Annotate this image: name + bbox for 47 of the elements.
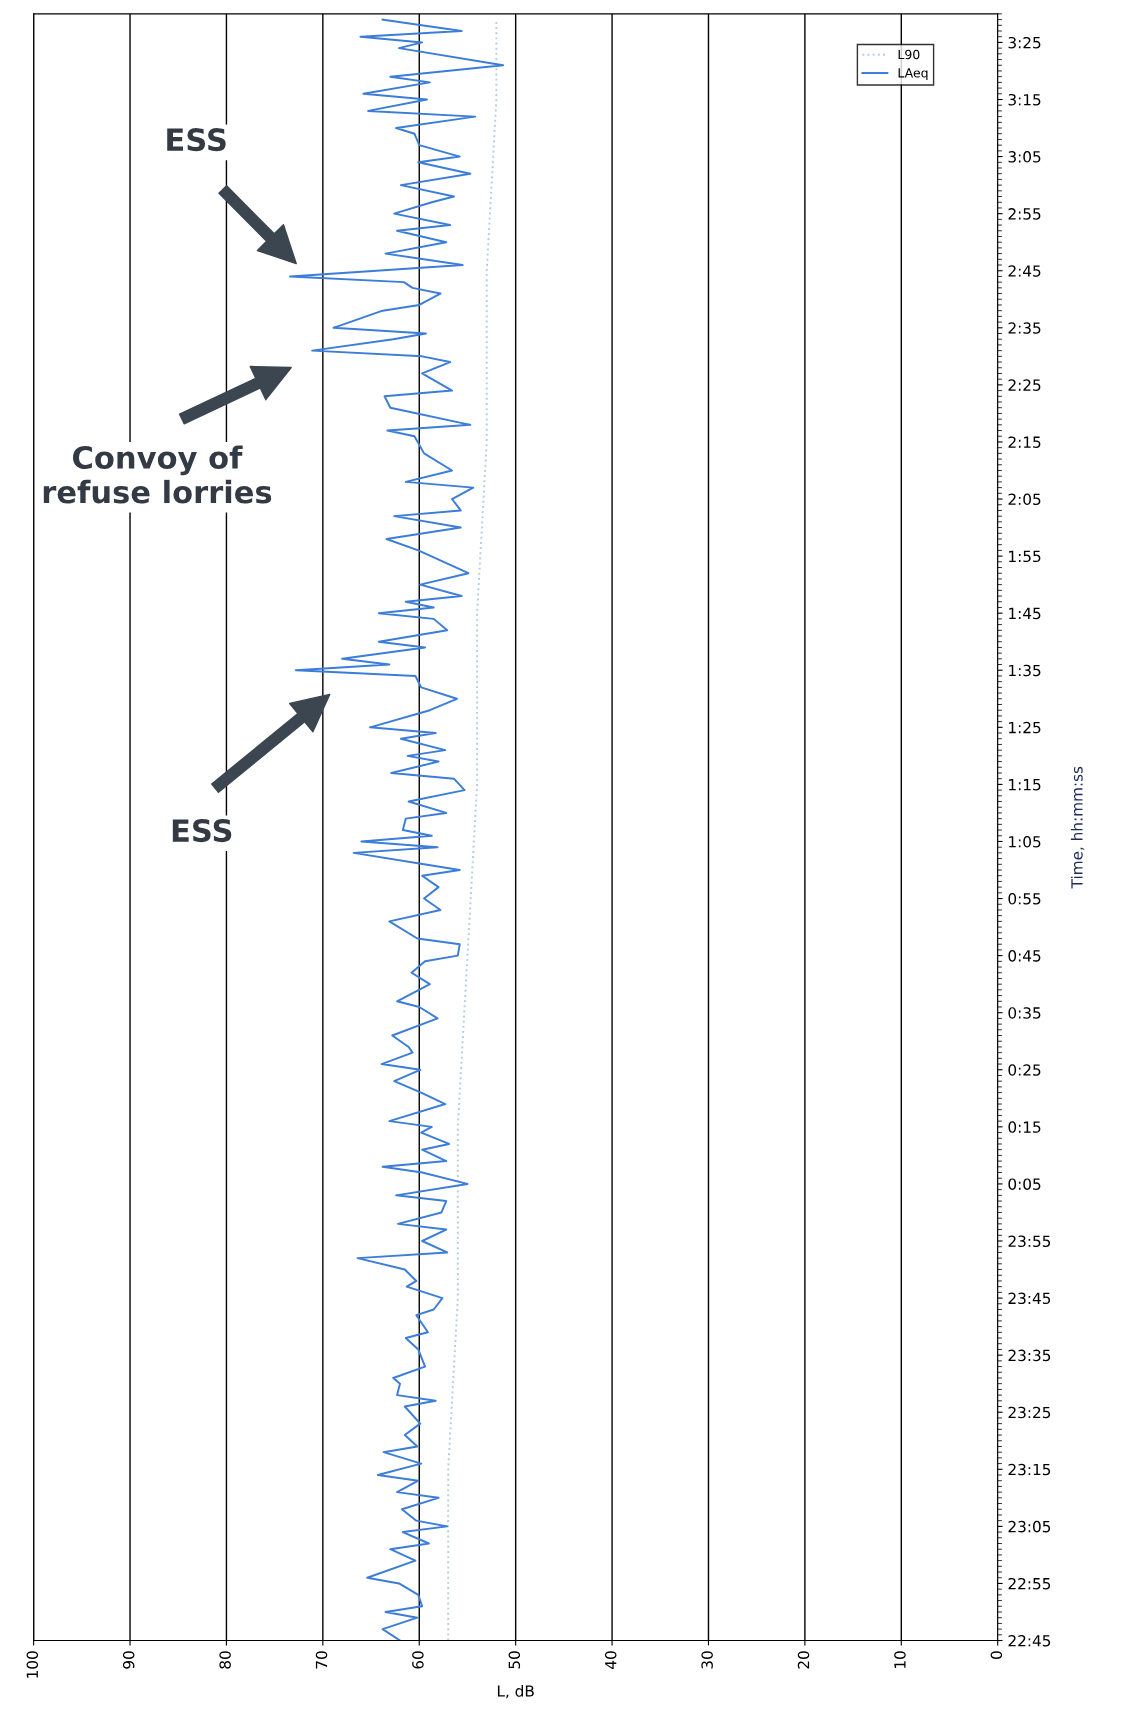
y-tick-label: 22:55 xyxy=(1008,1577,1051,1590)
x-tick-label: 40 xyxy=(604,1651,617,1669)
x-tick-label: 70 xyxy=(315,1651,328,1669)
y-tick-label: 1:35 xyxy=(1009,664,1041,677)
annotation: ESS xyxy=(167,128,226,152)
y-tick-label: 0:15 xyxy=(1008,1121,1041,1133)
y-tick-label: 0:25 xyxy=(1008,1064,1041,1076)
y-tick-label: 23:15 xyxy=(1008,1463,1051,1476)
y-tick-label: 3:25 xyxy=(1008,36,1041,49)
y-tick-label: 2:35 xyxy=(1008,322,1041,334)
annotation: Convoy of refuse lorries xyxy=(43,445,272,504)
y-tick-label: 3:15 xyxy=(1008,93,1041,106)
x-tick-label: 30 xyxy=(701,1651,713,1669)
y-tick-label: 23:05 xyxy=(1008,1520,1051,1533)
y-tick-label: 22:45 xyxy=(1008,1634,1051,1647)
y-tick-label: 1:45 xyxy=(1009,607,1041,620)
x-tick-label: 60 xyxy=(412,1651,424,1669)
y-tick-label: 1:55 xyxy=(1009,550,1041,563)
annotation: ESS xyxy=(172,819,232,843)
y-tick-label: 23:55 xyxy=(1008,1235,1051,1248)
y-tick-label: 1:05 xyxy=(1009,835,1041,848)
y-tick-label: 0:35 xyxy=(1008,1007,1041,1019)
y-tick-label: 23:45 xyxy=(1008,1292,1051,1305)
legend-label: LAeq xyxy=(898,68,928,80)
y-tick-label: 3:05 xyxy=(1008,151,1041,163)
x-tick-label: 10 xyxy=(894,1651,906,1669)
y-tick-label: 0:45 xyxy=(1008,950,1041,962)
y-tick-label: 2:15 xyxy=(1008,436,1041,448)
y-tick-label: 23:25 xyxy=(1008,1406,1051,1419)
y-tick-label: 1:15 xyxy=(1009,779,1041,791)
y-tick-label: 2:55 xyxy=(1008,208,1041,220)
y-tick-label: 0:05 xyxy=(1008,1178,1041,1190)
legend-label: L90 xyxy=(898,49,920,60)
y-tick-label: 2:25 xyxy=(1008,379,1041,391)
y-tick-label: 1:25 xyxy=(1009,721,1041,734)
x-axis-title: L, dB xyxy=(497,1684,534,1699)
x-tick-label: 80 xyxy=(219,1651,231,1669)
y-tick-label: 2:05 xyxy=(1008,493,1041,506)
x-tick-label: 100 xyxy=(26,1651,39,1678)
x-tick-label: 0 xyxy=(990,1651,1003,1659)
x-tick-label: 50 xyxy=(508,1651,521,1669)
x-tick-label: 90 xyxy=(122,1651,135,1669)
y-axis-title: Time, hh:mm:ss xyxy=(1070,766,1085,889)
y-tick-label: 2:45 xyxy=(1008,265,1041,277)
y-tick-label: 0:55 xyxy=(1008,893,1041,905)
y-tick-label: 23:35 xyxy=(1008,1349,1051,1362)
x-tick-label: 20 xyxy=(797,1651,810,1669)
